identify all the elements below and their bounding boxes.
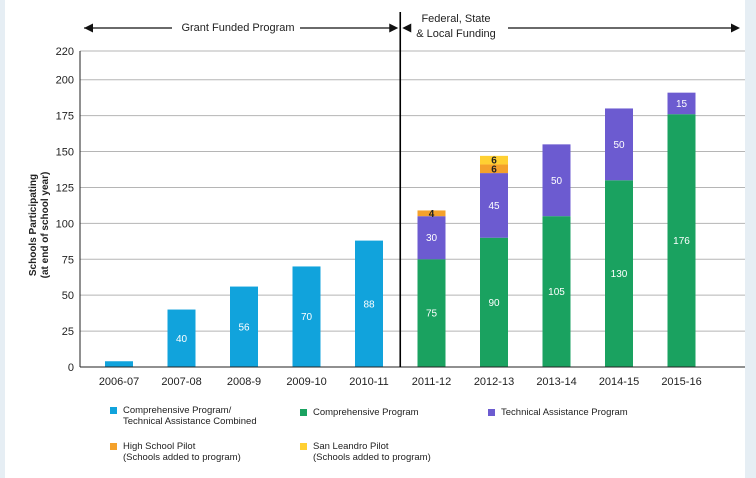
y-axis-label-line1: Schools Participating: [28, 174, 39, 276]
data-label-comprehensive_program-2015-16: 176: [673, 236, 690, 247]
bar-comprehensive_program-2011-12: [417, 259, 446, 367]
y-tick-label: 150: [56, 147, 74, 159]
bar-technical_assistance-2011-12: [417, 216, 446, 260]
bar-comprehensive_ta_combined-2009-10: [292, 266, 321, 367]
header-layer: Grant Funded Program Federal, State & Lo…: [84, 13, 740, 40]
header-arrowhead-left: [84, 23, 93, 33]
y-tick-label: 0: [68, 362, 74, 374]
bar-high_school_pilot-2012-13: [480, 164, 508, 174]
x-tick-label: 2006-07: [99, 376, 139, 388]
header-arrowhead-center-left: [402, 23, 412, 33]
data-label-technical_assistance-2011-12: 30: [426, 233, 438, 244]
x-tick-label: 2009-10: [286, 376, 326, 388]
data-label-comprehensive_ta_combined-2007-08: 40: [176, 334, 188, 345]
data-label-comprehensive_program-2013-14: 105: [548, 287, 565, 298]
bar-high_school_pilot-2011-12: [417, 210, 446, 217]
y-tick-label: 125: [56, 182, 74, 194]
bar-comprehensive_program-2012-13: [480, 237, 508, 367]
x-tick-label: 2015-16: [661, 376, 701, 388]
x-tick-label: 2014-15: [599, 376, 639, 388]
bar-comprehensive_ta_combined-2010-11: [355, 240, 383, 367]
bar-san_leandro_pilot-2012-13: [480, 155, 508, 165]
y-tick-label: 200: [56, 75, 74, 87]
data-label-comprehensive_ta_combined-2010-11: 88: [363, 299, 375, 310]
x-tick-label: 2010-11: [349, 376, 389, 388]
y-tick-label: 100: [56, 218, 74, 230]
bar-comprehensive_ta_combined-2007-08: [167, 309, 196, 367]
bar-technical_assistance-2012-13: [480, 173, 508, 238]
header-right-label-line1: Federal, State: [421, 13, 490, 25]
data-label-technical_assistance-2013-14: 50: [551, 176, 563, 187]
header-arrowhead-center-right: [389, 23, 399, 33]
axis-layer: 0 25 50 75 100 125 150 175 200 220 2006-07 2007-08 2…: [56, 12, 745, 388]
x-tick-label: 2008-9: [227, 376, 261, 388]
data-label-comprehensive_program-2012-13: 90: [488, 298, 500, 309]
data-label-high_school_pilot-2011-12: 4: [429, 209, 435, 220]
x-tick-label: 2013-14: [536, 376, 576, 388]
data-label-comprehensive_ta_combined-2008-9: 56: [238, 322, 250, 333]
left-border-strip: [0, 0, 5, 478]
y-tick-label: 25: [62, 326, 74, 338]
bar-comprehensive_program-2014-15: [605, 180, 633, 367]
y-tick-label: 75: [62, 254, 74, 266]
y-tick-label: 220: [56, 46, 74, 58]
data-label-technical_assistance-2015-16: 15: [676, 99, 688, 110]
bar-technical_assistance-2015-16: [667, 92, 696, 115]
bar-comprehensive_program-2015-16: [667, 114, 696, 367]
data-label-comprehensive_program-2011-12: 75: [426, 309, 438, 320]
x-tick-label: 2011-12: [412, 376, 452, 388]
data-label-high_school_pilot-2012-13: 6: [491, 164, 497, 175]
bar-comprehensive_ta_combined-2006-07: [105, 361, 133, 367]
data-label-comprehensive_program-2014-15: 130: [611, 269, 628, 280]
y-tick-label: 50: [62, 290, 74, 302]
right-border-strip: [745, 0, 756, 478]
data-label-technical_assistance-2014-15: 50: [613, 140, 625, 151]
data-label-technical_assistance-2012-13: 45: [488, 201, 500, 212]
header-left-label: Grant Funded Program: [181, 22, 294, 34]
header-right-label-line2: & Local Funding: [416, 28, 496, 40]
bar-comprehensive_ta_combined-2008-9: [230, 286, 258, 367]
bar-technical_assistance-2014-15: [605, 108, 633, 181]
bar-technical_assistance-2013-14: [542, 144, 571, 217]
data-label-san_leandro_pilot-2012-13: 6: [491, 156, 497, 167]
bars-layer: 40 56 70 88 75 30 4 90 45 66 105 50 130 50 176 15: [105, 92, 696, 367]
data-label-comprehensive_ta_combined-2009-10: 70: [301, 312, 313, 323]
x-tick-label: 2007-08: [161, 376, 201, 388]
y-axis-label-line2: (at end of school year): [40, 172, 51, 279]
y-tick-label: 175: [56, 111, 74, 123]
bar-comprehensive_program-2013-14: [542, 216, 571, 367]
header-arrowhead-right: [731, 23, 740, 33]
x-tick-label: 2012-13: [474, 376, 514, 388]
